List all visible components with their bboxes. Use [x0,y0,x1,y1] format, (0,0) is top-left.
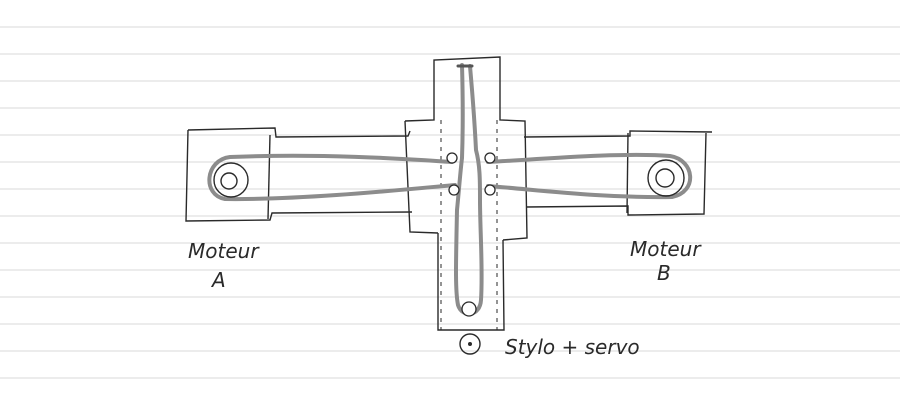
pen-hole [461,301,477,317]
motor-a-letter: A [210,268,226,292]
motor-a-pulley [213,162,249,198]
pen-servo-label: Stylo + servo [505,335,640,359]
motor-b-housing-divider [626,132,629,214]
motor-b-label: Moteur [630,237,702,261]
horizontal-rail [185,127,713,222]
pen-servo-icon [459,333,481,355]
belt [207,63,693,316]
motor-a-label: Moteur [188,239,260,263]
motor-b-letter: B [657,261,671,285]
ruled-lines [0,26,900,379]
idler-holes [446,152,496,196]
motor-b-pulley [647,159,685,197]
motor-a-housing-divider [267,134,271,220]
carriage-block [404,56,528,331]
